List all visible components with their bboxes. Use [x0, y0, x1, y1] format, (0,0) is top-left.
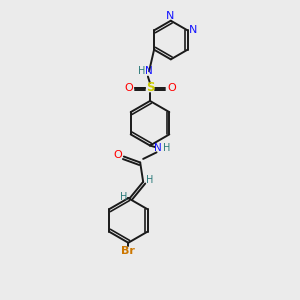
Text: N: N — [145, 66, 153, 76]
Text: N: N — [189, 26, 197, 35]
Text: Br: Br — [122, 246, 135, 256]
Text: O: O — [113, 150, 122, 160]
Text: O: O — [124, 82, 133, 93]
Text: H: H — [146, 175, 153, 185]
Text: H: H — [163, 143, 171, 153]
Text: H: H — [120, 192, 127, 202]
Text: S: S — [146, 81, 154, 94]
Text: N: N — [154, 143, 162, 153]
Text: O: O — [167, 82, 176, 93]
Text: H: H — [138, 66, 146, 76]
Text: N: N — [166, 11, 174, 21]
